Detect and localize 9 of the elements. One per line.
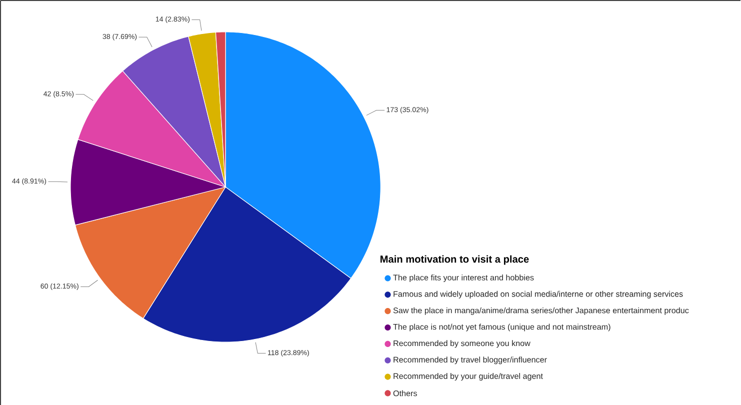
legend-label: Famous and widely uploaded on social media/interne or other streaming services: [394, 290, 683, 298]
legend-label: Others: [393, 390, 417, 396]
legend-label: Recommended by travel blogger/influencer: [394, 356, 547, 364]
legend-label: The place fits your interest and hobbies: [393, 274, 534, 282]
legend-label: Saw the place in manga/anime/drama series/other Japanese entertainment produc: [393, 307, 689, 315]
legend-label: Recommended by someone you know: [394, 340, 530, 348]
legend-label: Recommended by your guide/travel agent: [394, 372, 543, 380]
legend-title: Main motivation to visit a place: [380, 255, 529, 264]
legend-label: The place is not/not yet famous (unique and not mainstream): [393, 324, 610, 332]
